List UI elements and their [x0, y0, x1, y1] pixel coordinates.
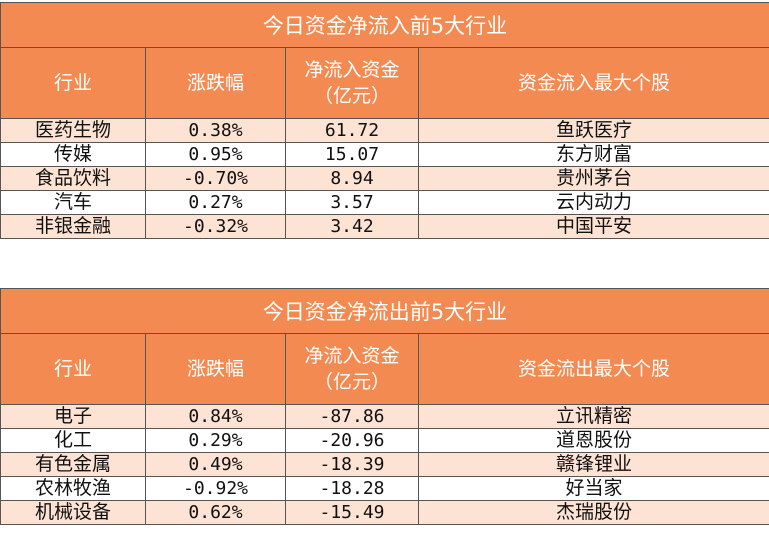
net-inflow-cell: 8.94 — [285, 166, 419, 191]
col-net-inflow-label: 净流入资金 （亿元） — [304, 345, 400, 393]
col-net-inflow: 净流入资金 （亿元） — [285, 47, 419, 119]
change-cell: 0.95% — [145, 142, 286, 167]
net-inflow-cell: -18.39 — [285, 452, 419, 477]
industry-cell: 农林牧渔 — [0, 476, 146, 501]
industry-cell: 传媒 — [0, 142, 146, 167]
net-inflow-cell: 3.57 — [285, 190, 419, 215]
table-row: 汽车 0.27% 3.57 云内动力 — [0, 190, 769, 215]
table-row: 农林牧渔 -0.92% -18.28 好当家 — [0, 476, 769, 501]
industry-cell: 非银金融 — [0, 214, 146, 239]
col-industry: 行业 — [0, 47, 146, 119]
change-cell: 0.62% — [145, 500, 286, 525]
net-inflow-cell: 3.42 — [285, 214, 419, 239]
change-cell: -0.32% — [145, 214, 286, 239]
table-row: 传媒 0.95% 15.07 东方财富 — [0, 142, 769, 167]
table-row: 食品饮料 -0.70% 8.94 贵州茅台 — [0, 166, 769, 191]
inflow-title: 今日资金净流入前5大行业 — [0, 2, 769, 48]
industry-cell: 汽车 — [0, 190, 146, 215]
top-stock-cell: 中国平安 — [418, 214, 769, 239]
top-stock-cell: 立讯精密 — [418, 404, 769, 429]
change-cell: 0.29% — [145, 428, 286, 453]
change-cell: -0.70% — [145, 166, 286, 191]
net-inflow-cell: -20.96 — [285, 428, 419, 453]
col-change: 涨跌幅 — [145, 333, 286, 405]
table-row: 有色金属 0.49% -18.39 赣锋锂业 — [0, 452, 769, 477]
col-net-inflow: 净流入资金 （亿元） — [285, 333, 419, 405]
change-cell: -0.92% — [145, 476, 286, 501]
top-stock-cell: 道恩股份 — [418, 428, 769, 453]
table-row: 机械设备 0.62% -15.49 杰瑞股份 — [0, 500, 769, 525]
net-inflow-cell: 61.72 — [285, 118, 419, 143]
table-row: 非银金融 -0.32% 3.42 中国平安 — [0, 214, 769, 239]
industry-cell: 食品饮料 — [0, 166, 146, 191]
change-cell: 0.27% — [145, 190, 286, 215]
outflow-title: 今日资金净流出前5大行业 — [0, 288, 769, 334]
top-stock-cell: 杰瑞股份 — [418, 500, 769, 525]
net-inflow-cell: 15.07 — [285, 142, 419, 167]
top-stock-cell: 东方财富 — [418, 142, 769, 167]
top-stock-cell: 鱼跃医疗 — [418, 118, 769, 143]
industry-cell: 机械设备 — [0, 500, 146, 525]
top-stock-cell: 云内动力 — [418, 190, 769, 215]
net-inflow-cell: -15.49 — [285, 500, 419, 525]
top-stock-cell: 好当家 — [418, 476, 769, 501]
net-inflow-cell: -18.28 — [285, 476, 419, 501]
industry-cell: 医药生物 — [0, 118, 146, 143]
col-net-inflow-label: 净流入资金 （亿元） — [304, 59, 400, 107]
table-row: 化工 0.29% -20.96 道恩股份 — [0, 428, 769, 453]
industry-cell: 化工 — [0, 428, 146, 453]
industry-cell: 电子 — [0, 404, 146, 429]
change-cell: 0.49% — [145, 452, 286, 477]
top-stock-cell: 贵州茅台 — [418, 166, 769, 191]
top-stock-cell: 赣锋锂业 — [418, 452, 769, 477]
change-cell: 0.84% — [145, 404, 286, 429]
industry-cell: 有色金属 — [0, 452, 146, 477]
net-inflow-cell: -87.86 — [285, 404, 419, 429]
col-top-stock: 资金流入最大个股 — [418, 47, 769, 119]
col-top-stock: 资金流出最大个股 — [418, 333, 769, 405]
table-row: 电子 0.84% -87.86 立讯精密 — [0, 404, 769, 429]
col-change: 涨跌幅 — [145, 47, 286, 119]
col-industry: 行业 — [0, 333, 146, 405]
outflow-table: 今日资金净流出前5大行业 行业 涨跌幅 净流入资金 （亿元） 资金流出最大个股 … — [0, 288, 769, 525]
table-row: 医药生物 0.38% 61.72 鱼跃医疗 — [0, 118, 769, 143]
inflow-table: 今日资金净流入前5大行业 行业 涨跌幅 净流入资金 （亿元） 资金流入最大个股 … — [0, 2, 769, 239]
change-cell: 0.38% — [145, 118, 286, 143]
